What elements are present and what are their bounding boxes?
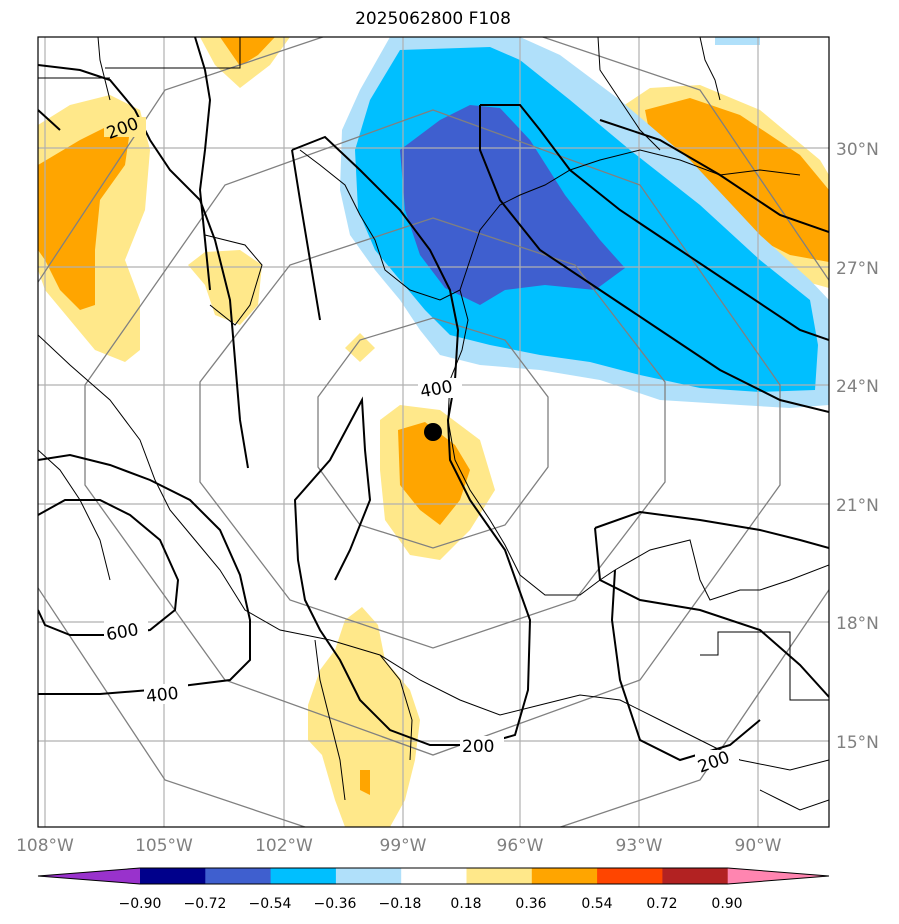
colorbar-tick: −0.18 — [379, 896, 422, 912]
height-contours — [38, 37, 829, 762]
longitude-tick-labels: 108°W 105°W 102°W 99°W 96°W 93°W 90°W — [16, 836, 782, 856]
colorbar — [37, 867, 830, 885]
colorbar-segment — [401, 868, 467, 884]
contour-label-bg — [460, 736, 504, 756]
colorbar-segment — [662, 868, 729, 884]
map-content: 200 400 600 400 200 200 — [38, 37, 829, 827]
lon-tick-102w: 102°W — [255, 836, 313, 856]
contour-label-bg — [418, 378, 462, 398]
contour-label-bg — [144, 684, 188, 704]
colorbar-tick: 0.90 — [711, 896, 742, 912]
lon-tick-96w: 96°W — [497, 836, 544, 856]
lon-tick-90w: 90°W — [735, 836, 782, 856]
colorbar-segment — [335, 868, 402, 884]
colorbar-tick: −0.36 — [314, 896, 357, 912]
colorbar-tick: 0.54 — [581, 896, 612, 912]
colorbar-segment — [140, 868, 206, 884]
colorbar-extend-min — [38, 868, 140, 884]
lat-tick-18n: 18°N — [836, 614, 879, 634]
colorbar-segment — [597, 868, 663, 884]
lat-tick-30n: 30°N — [836, 140, 879, 160]
latitude-tick-labels: 30°N 27°N 24°N 21°N 18°N 15°N — [836, 140, 879, 753]
colorbar-tick: −0.90 — [119, 896, 162, 912]
lat-tick-21n: 21°N — [836, 496, 879, 516]
contour-label-200-south: 200 — [462, 737, 494, 757]
contour-label-bg — [104, 621, 148, 641]
lon-tick-105w: 105°W — [135, 836, 193, 856]
lat-tick-24n: 24°N — [836, 377, 879, 397]
colorbar-tick-labels: −0.90 −0.72 −0.54 −0.36 −0.18 0.18 0.36 … — [119, 896, 743, 912]
colorbar-tick: 0.18 — [450, 896, 481, 912]
colorbar-segment — [270, 868, 337, 884]
colorbar-segment — [205, 868, 272, 884]
positive-anomaly-fills — [38, 37, 829, 827]
colorbar-tick: −0.72 — [184, 896, 227, 912]
contour-label-600-sw: 600 — [105, 620, 140, 645]
contour-labels: 200 400 600 400 200 200 — [104, 114, 739, 778]
colorbar-extend-max — [727, 868, 829, 884]
lon-tick-108w: 108°W — [16, 836, 74, 856]
lat-tick-15n: 15°N — [836, 733, 879, 753]
lon-tick-93w: 93°W — [616, 836, 663, 856]
colorbar-segment — [531, 868, 598, 884]
colorbar-tick: 0.36 — [515, 896, 546, 912]
colorbar-tick: 0.72 — [646, 896, 677, 912]
lat-tick-27n: 27°N — [836, 259, 879, 279]
contour-label-bg — [104, 117, 146, 137]
negative-anomaly-fills — [340, 37, 829, 408]
lon-tick-99w: 99°W — [380, 836, 427, 856]
map-title: 2025062800 F108 — [355, 9, 511, 29]
coastlines — [38, 37, 829, 811]
range-rings — [38, 37, 829, 827]
storm-center-marker — [424, 423, 442, 441]
map-frame — [37, 36, 830, 828]
colorbar-outline — [37, 867, 830, 885]
contour-label-bg — [695, 750, 739, 770]
contour-label-400-sw: 400 — [145, 684, 179, 707]
colorbar-segment — [466, 868, 533, 884]
colorbar-tick: −0.54 — [249, 896, 292, 912]
